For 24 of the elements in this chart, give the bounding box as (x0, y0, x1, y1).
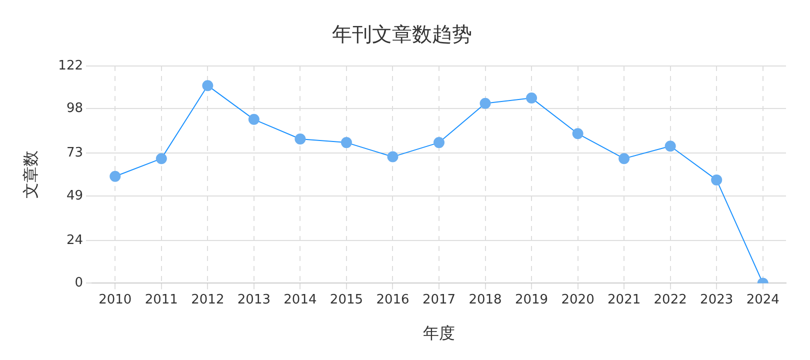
y-tick-label: 0 (74, 276, 84, 291)
x-tick-label: 2023 (700, 292, 734, 308)
x-tick-label: 2015 (330, 292, 364, 308)
x-tick-label: 2020 (561, 292, 594, 308)
y-tick-label: 49 (66, 188, 84, 204)
x-tick-label: 2012 (191, 292, 224, 308)
x-tick-label: 2011 (144, 292, 178, 308)
x-tick-label: 2016 (376, 292, 410, 308)
y-tick-label: 24 (66, 232, 84, 248)
y-axis-title: 文章数 (20, 150, 40, 199)
x-tick-label: 2022 (654, 292, 687, 308)
x-tick-label: 2018 (468, 292, 502, 308)
x-tick-label: 2024 (746, 292, 780, 308)
y-tick-label: 122 (58, 58, 84, 74)
x-tick-label: 2019 (514, 292, 548, 308)
x-tick-label: 2010 (98, 292, 132, 308)
x-axis-title: 年度 (423, 324, 456, 343)
x-tick-label: 2014 (284, 292, 317, 308)
x-tick-label: 2013 (237, 292, 270, 308)
y-tick-label: 73 (66, 146, 84, 161)
chart-title: 年刊文章数趋势 (332, 22, 472, 46)
y-tick-label: 98 (66, 101, 84, 116)
x-tick-label: 2017 (422, 292, 456, 308)
x-tick-label: 2021 (608, 292, 641, 308)
